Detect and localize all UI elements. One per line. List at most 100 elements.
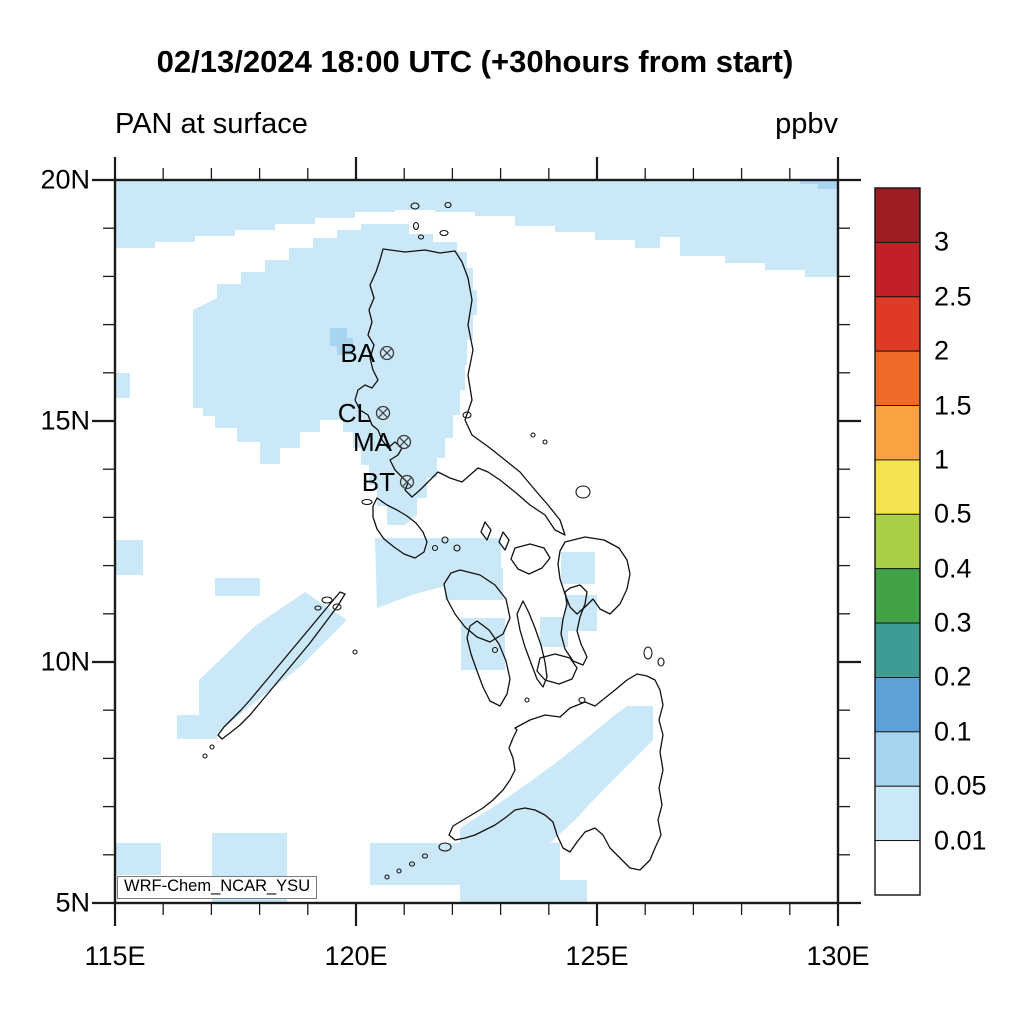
colorbar-segment xyxy=(874,731,921,787)
coastline xyxy=(466,620,511,707)
coastline xyxy=(560,584,588,666)
station-label: BT xyxy=(362,467,395,497)
station-circle-x-icon xyxy=(375,405,391,421)
coastline xyxy=(354,248,566,536)
colorbar-label: 0.1 xyxy=(934,716,972,747)
station-marker-ma: MA xyxy=(353,427,412,457)
x-tick-label: 125E xyxy=(565,941,629,971)
x-tick-label: 120E xyxy=(324,941,388,971)
colorbar-segment xyxy=(874,677,921,733)
colorbar-segment xyxy=(874,568,921,624)
islet-coastline xyxy=(209,744,215,750)
colorbar-label: 1.5 xyxy=(934,390,972,421)
station-marker-cl: CL xyxy=(338,398,391,428)
colorbar-segment xyxy=(874,513,921,570)
coastline xyxy=(480,521,492,541)
islet-coastline xyxy=(441,536,449,544)
y-tick-label: 20N xyxy=(40,164,90,195)
colorbar-segment xyxy=(874,622,921,678)
plot-title: 02/13/2024 18:00 UTC (+30hours from star… xyxy=(156,44,794,79)
pan-fill-region xyxy=(115,373,130,398)
colorbar-label: 0.2 xyxy=(934,661,972,692)
station-label: CL xyxy=(338,398,371,428)
islet-coastline xyxy=(542,439,548,445)
station-circle-x-icon xyxy=(379,345,395,361)
station-circle-x-icon xyxy=(399,474,415,490)
units-label: ppbv xyxy=(775,108,838,140)
islet-coastline xyxy=(412,221,420,231)
coastline xyxy=(448,673,664,871)
islet-coastline xyxy=(453,544,461,552)
x-tick-label: 115E xyxy=(84,941,146,971)
islet-coastline xyxy=(462,411,472,419)
coastline xyxy=(443,569,511,643)
colorbar-label: 2 xyxy=(934,335,950,366)
y-tick-label: 5N xyxy=(55,887,90,918)
islet-coastline xyxy=(384,874,390,880)
pan-fill-region xyxy=(561,552,595,584)
pan-fill-region xyxy=(215,578,260,596)
colorbar-segment xyxy=(874,187,921,243)
colorbar-label: 1 xyxy=(934,444,950,475)
colorbar-label: 2.5 xyxy=(934,281,972,312)
islet-coastline xyxy=(396,868,402,874)
pan-fill-region xyxy=(460,706,653,902)
station-circle-x-icon xyxy=(396,434,412,450)
colorbar-segment xyxy=(874,785,921,842)
colorbar xyxy=(874,187,921,896)
colorbar-segment xyxy=(874,296,921,352)
x-tick-label: 130E xyxy=(806,941,870,971)
colorbar-label: 0.4 xyxy=(934,553,972,584)
pan-fill-region xyxy=(199,592,347,732)
coastline xyxy=(557,536,631,615)
pan-fill-region xyxy=(193,224,477,525)
coastline xyxy=(516,600,548,688)
axis-ticks xyxy=(92,157,861,926)
islet-coastline xyxy=(438,842,452,852)
islet-coastline xyxy=(657,657,665,667)
y-tick-label: 10N xyxy=(40,646,90,677)
islet-coastline xyxy=(575,485,591,499)
islet-coastline xyxy=(202,753,208,759)
islet-coastline xyxy=(524,697,530,703)
coastline xyxy=(217,591,346,740)
islet-coastline xyxy=(530,432,536,438)
islet-coastline xyxy=(408,861,416,867)
islet-coastline xyxy=(439,229,449,237)
islet-coastline xyxy=(431,544,439,552)
coastline xyxy=(372,497,428,559)
islet-coastline xyxy=(417,234,425,240)
pan-fill-region xyxy=(115,540,143,575)
pan-fill-region xyxy=(330,328,353,355)
coastline xyxy=(510,543,551,575)
colorbar-segment xyxy=(874,405,921,461)
islet-coastline xyxy=(410,202,420,210)
islet-coastline xyxy=(421,853,429,859)
islet-coastline xyxy=(332,603,342,611)
subtitle-row: PAN at surface ppbv xyxy=(115,108,838,141)
y-tick-label: 15N xyxy=(40,405,90,436)
pan-fill-region xyxy=(115,843,161,875)
islet-coastline xyxy=(643,646,653,660)
map-frame xyxy=(113,178,840,905)
colorbar-label: 0.05 xyxy=(934,770,987,801)
coastline xyxy=(498,531,510,551)
colorbar-label: 0.3 xyxy=(934,607,972,638)
model-watermark: WRF-Chem_NCAR_YSU xyxy=(117,876,318,899)
islet-coastline xyxy=(578,696,586,704)
pan-fill-region xyxy=(177,715,217,739)
colorbar-segment xyxy=(874,840,921,896)
coastline xyxy=(536,653,578,685)
islet-coastline xyxy=(444,201,452,209)
colorbar-label: 0.5 xyxy=(934,498,972,529)
variable-label: PAN at surface xyxy=(115,108,308,140)
pan-fill-region xyxy=(800,180,838,189)
station-marker-bt: BT xyxy=(362,467,415,497)
colorbar-segment xyxy=(874,241,921,298)
station-label: BA xyxy=(340,338,375,368)
islet-coastline xyxy=(321,596,333,604)
station-marker-ba: BA xyxy=(340,338,395,368)
